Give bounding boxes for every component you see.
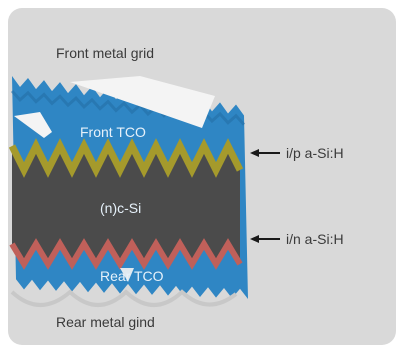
front-tco-label: Front TCO <box>80 124 146 140</box>
rear-metal-finger <box>120 268 134 282</box>
ip-layer-line <box>8 138 244 178</box>
ip-layer-label: i/p a-Si:H <box>286 145 344 161</box>
front-metal-finger-1 <box>70 76 215 128</box>
in-layer-label: i/n a-Si:H <box>286 231 344 247</box>
in-arrow-head <box>250 235 259 243</box>
rear-metal-grid <box>10 289 238 307</box>
front-metal-grid-label: Front metal grid <box>56 45 155 61</box>
ip-arrow-head <box>250 149 259 157</box>
csi-label: (n)c-Si <box>100 200 142 216</box>
rear-tco-label: Rear TCO <box>100 268 164 284</box>
in-layer-line <box>9 238 243 270</box>
front-metal-finger-2 <box>14 112 52 138</box>
silicon-layer <box>12 146 240 264</box>
rear-metal-grid-label: Rear metal gind <box>56 314 155 330</box>
